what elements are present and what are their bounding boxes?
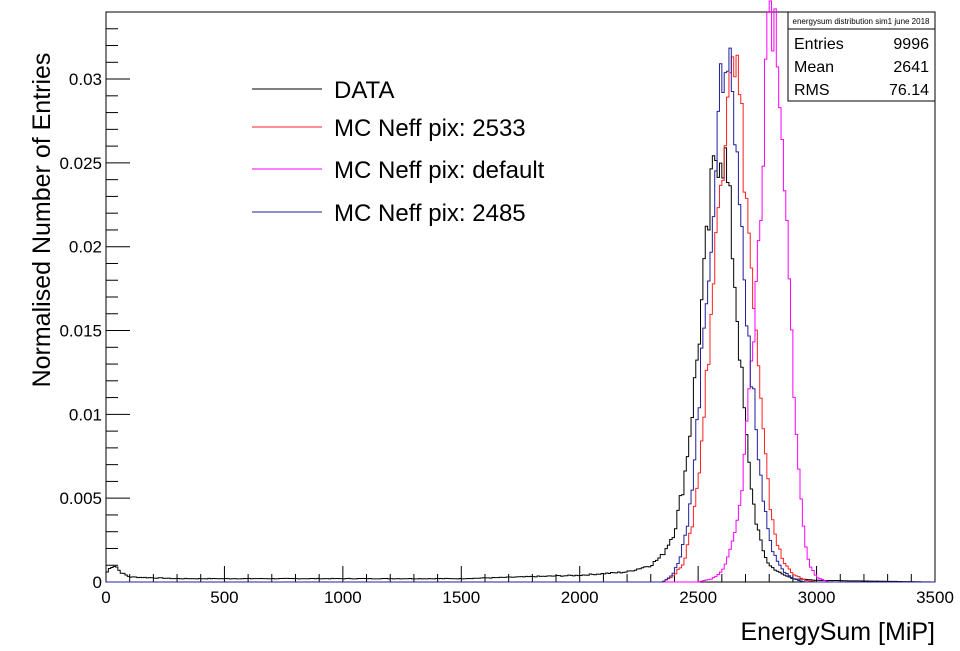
legend-label-2485: MC Neff pix: 2485 bbox=[334, 200, 526, 227]
x-tick-label: 2000 bbox=[561, 588, 599, 607]
legend-label-data: DATA bbox=[334, 77, 394, 104]
y-tick-label: 0.03 bbox=[69, 70, 102, 89]
x-axis-title: EnergySum [MiP] bbox=[740, 618, 935, 646]
legend: DATA MC Neff pix: 2533 MC Neff pix: defa… bbox=[252, 77, 545, 227]
stats-rms-label: RMS bbox=[794, 82, 830, 99]
stats-rms-value: 76.14 bbox=[889, 82, 929, 99]
y-tick-label: 0.02 bbox=[69, 238, 102, 257]
y-tick-label: 0 bbox=[93, 573, 102, 592]
legend-label-default: MC Neff pix: default bbox=[334, 157, 545, 184]
stats-box-frame bbox=[787, 11, 936, 102]
x-tick-label: 3000 bbox=[798, 588, 836, 607]
x-tick-label: 1000 bbox=[324, 588, 362, 607]
series-line-3 bbox=[106, 47, 935, 583]
x-tick-label: 0 bbox=[101, 588, 110, 607]
y-tick-label: 0.01 bbox=[69, 405, 102, 424]
x-tick-label: 3500 bbox=[916, 588, 954, 607]
axis-ticks: 0 500 1000 1500 2000 2500 3000 3500 0 0.005 0.01 0.… bbox=[59, 28, 954, 607]
stats-mean-label: Mean bbox=[794, 59, 834, 76]
stats-mean-value: 2641 bbox=[893, 59, 929, 76]
series-layer bbox=[106, 0, 935, 583]
stats-box: energysum distribution sim1 june 2018 En… bbox=[787, 11, 936, 102]
stats-entries-value: 9996 bbox=[893, 36, 929, 53]
y-tick-label: 0.015 bbox=[59, 322, 102, 341]
x-tick-label: 2500 bbox=[679, 588, 717, 607]
stats-entries-label: Entries bbox=[794, 36, 844, 53]
stats-box-title: energysum distribution sim1 june 2018 bbox=[793, 17, 931, 26]
y-axis-title: Normalised Number of Entries bbox=[28, 53, 56, 388]
x-tick-label: 1500 bbox=[442, 588, 480, 607]
legend-label-2533: MC Neff pix: 2533 bbox=[334, 115, 526, 142]
y-tick-label: 0.005 bbox=[59, 489, 102, 508]
y-tick-label: 0.025 bbox=[59, 154, 102, 173]
x-tick-label: 500 bbox=[210, 588, 238, 607]
